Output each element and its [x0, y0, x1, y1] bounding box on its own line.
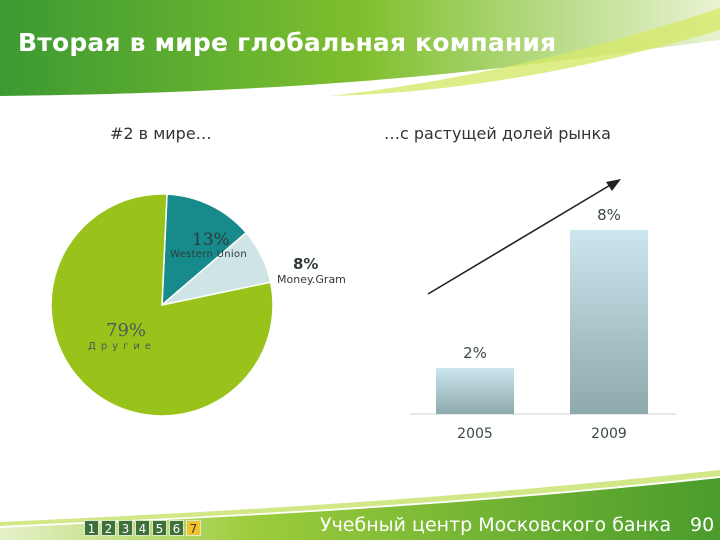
bar-category-label-2005: 2005: [457, 426, 493, 442]
slide-title: Вторая в мире глобальная компания: [18, 28, 557, 57]
bar-value-label-2005: 2%: [463, 344, 487, 362]
nav-page-1[interactable]: 1: [84, 520, 99, 536]
western-union-pct-label: 13%: [192, 230, 230, 250]
nav-page-7[interactable]: 7: [186, 520, 201, 536]
bar-2005: [436, 368, 514, 414]
nav-page-3[interactable]: 3: [118, 520, 133, 536]
other-pct-label: 79%: [106, 320, 147, 341]
page-number: 90: [690, 514, 715, 536]
pie-slice-other: [50, 193, 274, 417]
footer-swoosh: [0, 470, 720, 526]
other-name-label: Другие: [88, 341, 156, 352]
pie-slice-western-union: [161, 193, 248, 307]
nav-page-2[interactable]: 2: [101, 520, 116, 536]
nav-page-5[interactable]: 5: [152, 520, 167, 536]
left-subtitle: #2 в мире…: [110, 124, 212, 143]
bar-category-label-2009: 2009: [591, 426, 627, 442]
header-band: [0, 0, 720, 96]
moneygram-name-label: Money.Gram: [277, 273, 346, 286]
nav-page-4[interactable]: 4: [135, 520, 150, 536]
nav-page-6[interactable]: 6: [169, 520, 184, 536]
bar-value-label-2009: 8%: [597, 206, 621, 224]
growth-arrow-line: [427, 183, 613, 295]
growth-arrow-head: [606, 179, 621, 191]
bar-2009: [570, 230, 648, 414]
western-union-name-label: Western Union: [170, 249, 247, 260]
footer-text: Учебный центр Московского банка: [320, 514, 672, 536]
moneygram-pct-label: 8%: [293, 255, 319, 273]
right-subtitle: …с растущей долей рынка: [384, 124, 611, 143]
